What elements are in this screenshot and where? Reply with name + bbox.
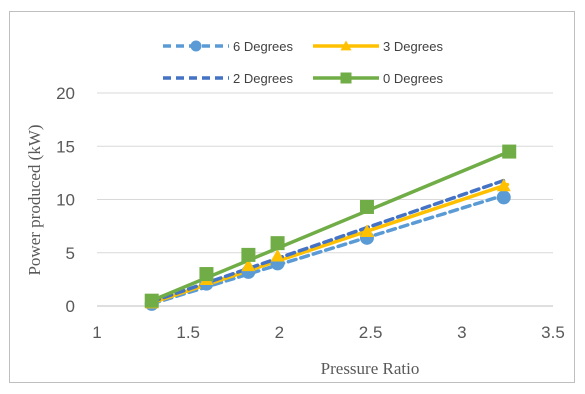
y-tick-label: 20	[56, 84, 75, 103]
y-tick-label: 5	[66, 244, 75, 263]
x-tick-label: 2	[275, 323, 284, 342]
series-3-point	[199, 267, 214, 282]
legend-label: 0 Degrees	[383, 71, 443, 86]
series-3-point	[502, 144, 517, 159]
y-tick-label: 15	[56, 137, 75, 156]
y-tick-label: 0	[66, 297, 75, 316]
series-1-point	[359, 224, 374, 238]
grid-lines	[97, 92, 553, 254]
series-3-point	[144, 293, 159, 308]
legend-item: 0 Degrees	[313, 71, 443, 86]
legend: 6 Degrees 3 Degrees 2 Degrees 0 Degrees	[163, 39, 443, 86]
legend-label: 3 Degrees	[383, 39, 443, 54]
series-1-point	[241, 258, 256, 272]
legend-label: 6 Degrees	[233, 39, 293, 54]
series-0-point	[496, 190, 511, 205]
x-tick-label: 2.5	[359, 323, 383, 342]
legend-item: 6 Degrees	[163, 39, 293, 54]
legend-item: 3 Degrees	[313, 39, 443, 54]
y-tick-label: 10	[56, 191, 75, 210]
legend-label: 2 Degrees	[233, 71, 293, 86]
x-axis-title: Pressure Ratio	[321, 359, 420, 378]
series-3-point	[359, 199, 374, 214]
tick-labels: 0 5 10 15 20 1 1.5 2 2.5 3 3.5	[56, 84, 565, 342]
series-layer	[144, 144, 517, 311]
series-line-0	[149, 192, 510, 306]
series-3-point	[270, 236, 285, 251]
legend-marker	[340, 72, 352, 84]
legend-item: 2 Degrees	[163, 71, 293, 86]
series-1-point	[496, 178, 511, 192]
x-tick-label: 3.5	[541, 323, 565, 342]
series-1-point	[270, 248, 285, 262]
x-tick-label: 1.5	[176, 323, 200, 342]
series-3-point	[241, 247, 256, 262]
series-line-2	[149, 177, 510, 304]
chart-frame	[9, 11, 575, 383]
legend-marker	[190, 40, 202, 52]
legend-marker	[340, 40, 352, 51]
y-axis-title: Power produced (kW)	[25, 124, 44, 275]
x-tick-label: 3	[457, 323, 466, 342]
x-tick-label: 1	[92, 323, 101, 342]
